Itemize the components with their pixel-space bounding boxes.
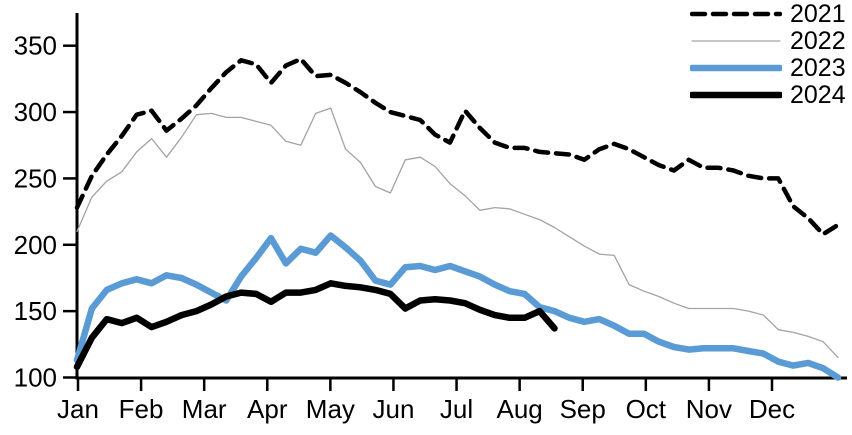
legend-item-2024: 2024 xyxy=(690,81,848,109)
x-tick-label: Nov xyxy=(686,394,732,424)
x-tick-label: Aug xyxy=(497,394,543,424)
axes xyxy=(63,13,847,391)
legend-label: 2021 xyxy=(790,0,846,28)
black-line-sample-icon xyxy=(690,91,782,99)
legend-item-2023: 2023 xyxy=(690,54,848,82)
y-tick-label: 200 xyxy=(14,230,57,260)
series-line-2023 xyxy=(73,232,842,381)
x-tick-label: Apr xyxy=(247,394,288,424)
y-tick-label: 300 xyxy=(14,97,57,127)
x-tick-label: Dec xyxy=(749,394,795,424)
series-line-2022 xyxy=(76,107,839,359)
tick-labels: 100 150 200 250 300 350 Jan Feb Mar Apr May Jun Jul A… xyxy=(14,31,796,424)
thin-line-sample-icon xyxy=(691,40,781,42)
x-tick-label: Feb xyxy=(119,394,164,424)
x-tick-label: Mar xyxy=(182,394,227,424)
x-tick-label: Jan xyxy=(57,394,99,424)
dashed-line-sample-icon xyxy=(690,11,782,17)
x-tick-label: Oct xyxy=(626,394,667,424)
x-tick-label: Jul xyxy=(440,394,473,424)
y-tick-label: 250 xyxy=(14,163,57,193)
x-tick-label: May xyxy=(306,394,355,424)
series-lines xyxy=(73,56,842,381)
x-tick-label: Jun xyxy=(372,394,414,424)
series-line-2021 xyxy=(74,56,841,237)
blue-line-sample-icon xyxy=(690,64,782,72)
y-tick-label: 100 xyxy=(14,363,57,393)
x-tick-label: Sep xyxy=(560,394,606,424)
legend-item-2021: 2021 xyxy=(690,0,848,28)
series-line-2024 xyxy=(73,280,558,371)
legend-label: 2024 xyxy=(790,81,846,109)
legend: 2021 2022 2023 2024 xyxy=(690,0,848,109)
y-tick-label: 150 xyxy=(14,296,57,326)
y-tick-label: 350 xyxy=(14,31,57,61)
legend-item-2022: 2022 xyxy=(690,27,848,55)
legend-label: 2023 xyxy=(790,54,846,82)
legend-label: 2022 xyxy=(790,27,846,55)
